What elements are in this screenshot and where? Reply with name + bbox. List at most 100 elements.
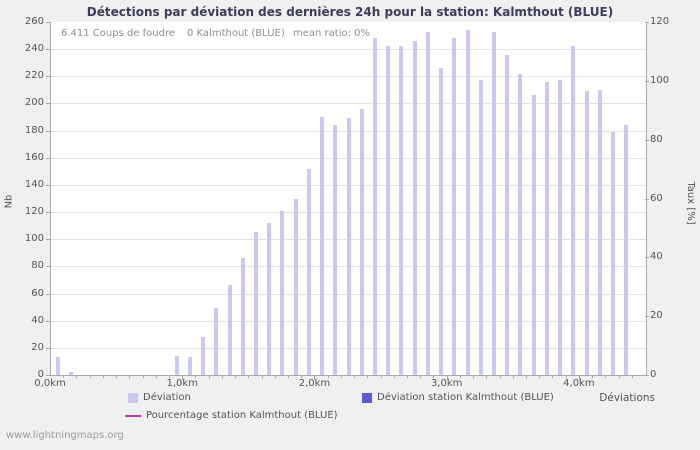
y-right-tick-label: 0: [650, 369, 657, 380]
deviation-bar: [187, 357, 192, 375]
x-minor-tick: [367, 375, 369, 378]
x-minor-tick: [261, 375, 263, 378]
deviation-bar: [240, 258, 245, 375]
y-right-tick: [645, 22, 649, 23]
x-tick-label: 1,0km: [166, 378, 198, 389]
deviation-bar: [452, 38, 457, 375]
x-minor-tick: [63, 375, 65, 378]
deviation-bar: [372, 38, 377, 375]
x-axis-label: Déviations: [599, 392, 655, 404]
x-minor-tick: [459, 375, 461, 378]
deviation-bar: [412, 41, 417, 375]
x-minor-tick: [221, 375, 223, 378]
x-minor-tick: [618, 375, 620, 378]
y-left-tick-label: 0: [37, 369, 44, 380]
x-major-tick: [314, 375, 316, 380]
y-left-tick: [46, 76, 50, 78]
x-tick-label: 0,0km: [34, 378, 66, 389]
y-axis-label-right: Taux [%]: [685, 181, 696, 225]
y-right-tick: [645, 316, 649, 318]
x-minor-tick: [354, 375, 356, 378]
deviation-bar: [201, 337, 206, 375]
legend-swatch-station-deviation: [362, 392, 372, 403]
y-right-tick: [645, 139, 649, 141]
deviation-bar: [610, 131, 615, 375]
legend-label-station-deviation: Déviation station Kalmthout (BLUE): [377, 392, 554, 403]
deviation-bar: [333, 125, 338, 375]
x-minor-tick: [486, 375, 488, 378]
deviation-bar: [68, 372, 73, 375]
deviation-bar: [544, 81, 549, 375]
x-minor-tick: [552, 375, 554, 378]
x-minor-tick: [340, 375, 342, 378]
x-minor-tick: [605, 375, 607, 378]
y-right-tick: [645, 80, 649, 82]
deviation-bar: [267, 222, 272, 375]
annotation-strike-count: 6.411 Coups de foudre: [61, 28, 176, 39]
deviation-bar: [306, 168, 311, 375]
deviation-bar: [584, 91, 589, 375]
legend-label-deviation: Déviation: [143, 392, 191, 403]
x-minor-tick: [393, 375, 395, 378]
deviation-bar: [174, 356, 179, 375]
x-minor-tick: [102, 375, 104, 378]
deviation-bar: [558, 80, 563, 375]
x-tick-label: 3,0km: [430, 378, 463, 389]
x-major-tick: [446, 375, 448, 380]
deviation-bar: [518, 73, 523, 375]
y-left-tick-label: 20: [31, 341, 44, 353]
x-minor-tick: [169, 375, 170, 378]
y-left-tick: [46, 266, 50, 268]
deviation-bar: [597, 89, 602, 375]
deviation-bar: [386, 46, 391, 375]
x-minor-tick: [89, 375, 91, 378]
deviation-bar: [227, 285, 232, 375]
y-left-tick: [46, 320, 50, 322]
x-minor-tick: [499, 375, 501, 378]
y-left-tick: [46, 103, 50, 105]
y-left-tick-label: 120: [24, 206, 44, 218]
legend-item-station-percentage: Pourcentage station Kalmthout (BLUE): [125, 410, 338, 421]
y-left-tick: [46, 49, 50, 51]
gridline: [51, 103, 646, 105]
deviation-bar: [399, 46, 404, 375]
x-minor-tick: [327, 375, 329, 378]
y-left-tick-label: 180: [24, 124, 44, 136]
x-minor-tick: [420, 375, 422, 378]
deviation-bar: [359, 108, 364, 375]
deviation-bar: [491, 31, 496, 375]
y-left-tick-label: 160: [24, 151, 44, 163]
x-minor-tick: [539, 375, 541, 378]
y-left-tick-label: 60: [31, 287, 44, 299]
y-right-tick: [645, 198, 649, 200]
x-minor-tick: [142, 375, 144, 378]
x-minor-tick: [195, 375, 197, 378]
legend-label-station-percentage: Pourcentage station Kalmthout (BLUE): [146, 410, 338, 421]
y-left-tick: [46, 22, 50, 23]
x-minor-tick: [288, 375, 289, 378]
deviation-bar: [253, 232, 258, 375]
y-right-tick-label: 40: [650, 251, 663, 263]
deviation-bar: [55, 357, 60, 375]
x-minor-tick: [274, 375, 276, 378]
legend-item-deviation: Déviation: [128, 392, 191, 403]
y-left-tick: [46, 157, 50, 159]
x-minor-tick: [526, 375, 527, 378]
y-left-tick: [46, 293, 50, 295]
deviation-bar: [346, 118, 351, 375]
x-tick-label: 2,0km: [298, 378, 331, 389]
x-minor-tick: [512, 375, 514, 378]
y-left-tick-label: 40: [31, 314, 44, 326]
annotation-mean-ratio: mean ratio: 0%: [293, 28, 371, 39]
deviation-bar: [505, 54, 510, 375]
x-major-tick: [578, 375, 580, 380]
y-left-tick-label: 100: [24, 233, 44, 245]
y-right-tick-label: 100: [650, 74, 670, 86]
deviation-bar: [320, 117, 325, 375]
legend-item-station-deviation: Déviation station Kalmthout (BLUE): [362, 392, 554, 403]
x-minor-tick: [565, 375, 567, 378]
y-left-tick: [46, 239, 50, 241]
deviation-bar: [280, 210, 285, 375]
x-minor-tick: [433, 375, 435, 378]
